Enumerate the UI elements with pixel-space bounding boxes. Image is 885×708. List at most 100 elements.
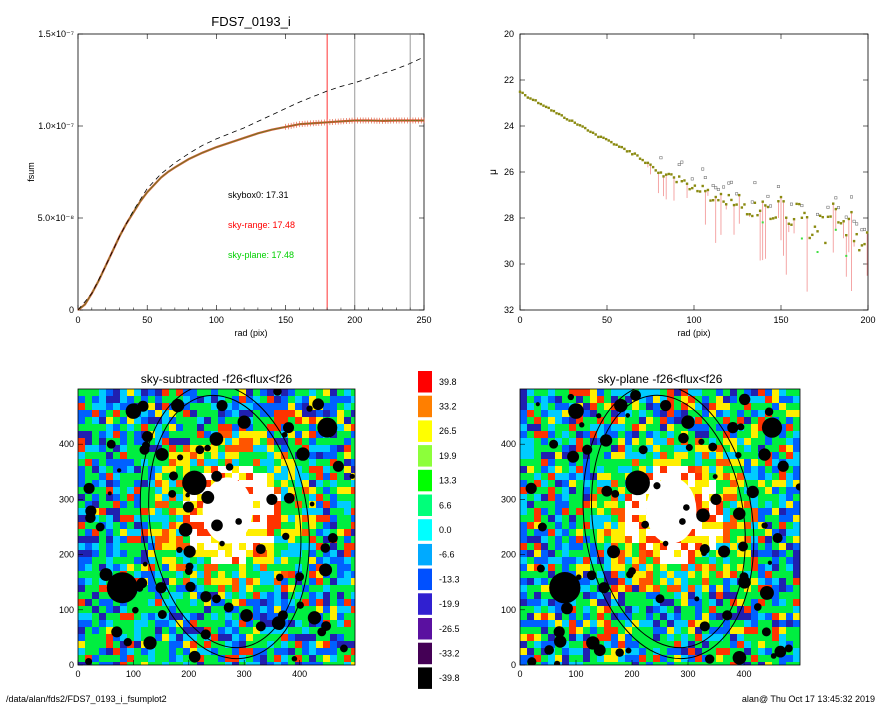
sky-plane-pixel	[562, 655, 570, 663]
sky-plane-pixel	[688, 592, 696, 600]
sky-plane-pixel	[555, 648, 563, 656]
colorbar-swatch	[418, 568, 432, 591]
sky-plane-pixel	[632, 578, 640, 586]
sky-subtracted-pixel	[141, 396, 149, 404]
sky-plane-pixel	[548, 634, 556, 642]
sky-plane-pixel	[583, 550, 591, 558]
sky-plane-pixel	[793, 396, 800, 404]
sky-subtracted-pixel	[337, 648, 345, 656]
sky-plane-pixel	[786, 466, 794, 474]
mu-point	[792, 217, 796, 221]
sky-plane-pixel	[674, 627, 682, 635]
sky-plane-pixel	[653, 445, 661, 453]
sky-plane-pixel	[723, 494, 731, 502]
sky-subtracted-pixel	[295, 424, 303, 432]
sky-plane-pixel	[758, 662, 766, 665]
sky-plane-pixel	[534, 536, 542, 544]
sky-plane-pixel	[611, 606, 619, 614]
sky-subtracted-pixel	[274, 515, 282, 523]
sky-plane-pixel	[604, 571, 612, 579]
mu-point-open	[714, 186, 718, 190]
sky-subtracted-pixel	[78, 655, 86, 663]
sky-subtracted-pixel	[253, 648, 261, 656]
sky-plane-pixel	[604, 592, 612, 600]
sky-plane-pixel	[758, 466, 766, 474]
mu-point	[521, 91, 524, 95]
sky-plane-pixel	[779, 592, 787, 600]
sky-plane-pixel	[660, 410, 668, 418]
sky-plane-pixel	[695, 550, 703, 558]
sky-plane-pixel	[541, 627, 549, 635]
sky-subtracted-pixel	[351, 585, 355, 593]
sky-subtracted-pixel	[351, 494, 355, 502]
sky-plane-pixel	[723, 508, 731, 516]
sky-plane-pixel	[625, 529, 633, 537]
sky-subtracted-pixel	[141, 501, 149, 509]
sky-subtracted-pixel	[288, 648, 296, 656]
sky-subtracted-pixel	[316, 459, 324, 467]
sky-subtracted-pixel	[344, 494, 352, 502]
sky-plane-pixel	[695, 466, 703, 474]
sky-plane-pixel	[625, 403, 633, 411]
sky-plane-pixel	[793, 578, 800, 586]
sky-subtracted-pixel	[281, 564, 289, 572]
sky-plane-mask	[525, 482, 537, 494]
sky-subtracted-pixel	[337, 592, 345, 600]
sky-subtracted-pixel	[295, 403, 303, 411]
sky-subtracted-pixel	[330, 564, 338, 572]
sky-subtracted-pixel	[141, 452, 149, 460]
sky-plane-pixel	[632, 438, 640, 446]
sky-subtracted-pixel	[92, 424, 100, 432]
sky-plane-mask	[761, 627, 771, 637]
sky-plane-pixel	[520, 620, 528, 628]
sky-plane-pixel	[562, 501, 570, 509]
sky-plane-pixel	[590, 473, 598, 481]
sky-subtracted-pixel	[85, 564, 93, 572]
mu-point	[785, 216, 788, 219]
sky-subtracted-pixel	[316, 494, 324, 502]
sky-subtracted-pixel	[246, 627, 254, 635]
sky-subtracted-pixel	[351, 592, 355, 600]
sky-subtracted-pixel	[253, 662, 261, 665]
sky-plane-xtick-label: 200	[624, 669, 639, 679]
sky-subtracted-pixel	[302, 529, 310, 537]
sky-plane-pixel	[590, 501, 598, 509]
sky-plane-pixel	[527, 515, 535, 523]
sky-plane-pixel	[786, 543, 794, 551]
sky-plane-pixel	[632, 459, 640, 467]
fsum-ytick-label: 5.0×10⁻⁸	[38, 213, 75, 223]
sky-plane-pixel	[604, 557, 612, 565]
sky-plane-pixel	[765, 655, 773, 663]
sky-subtracted-pixel	[260, 396, 268, 404]
sky-subtracted-pixel	[309, 389, 317, 397]
mu-xtick-label: 150	[773, 315, 788, 325]
sky-subtracted-pixel	[260, 431, 268, 439]
sky-plane-pixel	[702, 634, 710, 642]
sky-plane-pixel	[534, 417, 542, 425]
sky-plane-pixel	[632, 592, 640, 600]
mu-point	[811, 233, 814, 237]
sky-subtracted-pixel	[127, 417, 135, 425]
sky-subtracted-pixel	[281, 571, 289, 579]
sky-subtracted-pixel	[134, 557, 142, 565]
sky-subtracted-pixel	[316, 655, 324, 663]
sky-plane-pixel	[555, 417, 563, 425]
sky-plane-pixel	[709, 543, 717, 551]
sky-plane-pixel	[723, 634, 731, 642]
sky-plane-pixel	[681, 410, 689, 418]
sky-plane-pixel	[604, 403, 612, 411]
mu-point	[526, 96, 530, 99]
sky-plane-mask-small	[553, 660, 561, 665]
mu-point	[764, 204, 767, 207]
sky-plane-pixel	[695, 599, 703, 607]
sky-plane-pixel	[688, 620, 696, 628]
sky-subtracted-mask-small	[201, 490, 215, 504]
sky-subtracted-pixel	[197, 585, 205, 593]
sky-plane-pixel	[723, 571, 731, 579]
sky-subtracted-pixel	[190, 627, 198, 635]
sky-plane-pixel	[709, 550, 717, 558]
sky-subtracted-pixel	[267, 606, 275, 614]
sky-plane-pixel	[786, 403, 794, 411]
sky-subtracted-pixel	[267, 585, 275, 593]
sky-plane-pixel	[793, 410, 800, 418]
